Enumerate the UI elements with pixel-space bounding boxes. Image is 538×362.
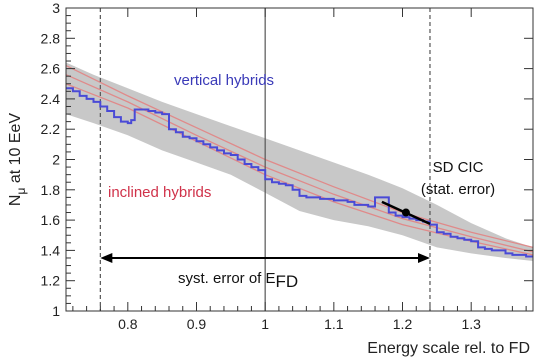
- x-axis-title: Energy scale rel. to FD: [367, 340, 530, 357]
- x-tick-label: 0.8: [118, 316, 138, 332]
- y-tick-label: 2.4: [41, 91, 61, 107]
- y-tick-label: 1.2: [41, 273, 61, 289]
- y-tick-label: 1.6: [41, 212, 61, 228]
- y-tick-label: 2.2: [41, 121, 61, 137]
- x-tick-label: 0.9: [187, 316, 207, 332]
- x-tick-label: 1: [261, 316, 269, 332]
- syst-error-arrow: [100, 252, 430, 263]
- y-tick-label: 1: [52, 303, 60, 319]
- y-tick-label: 1.4: [41, 242, 61, 258]
- syst-error-sub: FD: [276, 272, 299, 291]
- y-axis-title-rest: at 10 EeV: [7, 113, 24, 188]
- syst-error-main: syst. error of E: [178, 270, 276, 287]
- red-curve-2: [65, 74, 534, 253]
- syst-error-label: syst. error of EFD: [178, 270, 298, 291]
- series-layer: [66, 87, 533, 258]
- y-tick-label: 2.6: [41, 61, 61, 77]
- syst-arrow-left-head: [100, 252, 113, 263]
- sd-cic-label: SD CIC: [433, 159, 484, 176]
- y-axis-title: Nμ at 10 EeV: [7, 113, 28, 207]
- uncertainty-band: [66, 62, 533, 261]
- sd-cic-stat-label: (stat. error): [421, 181, 495, 198]
- syst-arrow-right-head: [417, 252, 430, 263]
- inclined-hybrids-label: inclined hybrids: [108, 184, 211, 201]
- y-tick-label: 2.8: [41, 30, 61, 46]
- sd-cic-point: [401, 208, 410, 217]
- band-area: [66, 62, 533, 261]
- x-tick-label: 1.3: [461, 316, 481, 332]
- y-axis-title-main: N: [7, 195, 24, 207]
- axis-ticks: 1 1.2 1.4 1.6 1.8 2 2.2 2.4 2.6 2.8 3 0.8 0.9 1 1.1 1.2…: [41, 0, 533, 332]
- vertical-hybrids-label: vertical hybrids: [174, 72, 274, 89]
- y-tick-label: 2: [52, 152, 60, 168]
- x-tick-label: 1.1: [324, 316, 344, 332]
- y-tick-label: 3: [52, 0, 60, 16]
- y-tick-label: 1.8: [41, 182, 61, 198]
- y-axis-title-sub: μ: [14, 188, 28, 195]
- series-line-1: [66, 87, 533, 258]
- red-curve-1: [65, 65, 534, 249]
- sd-cic-marker: [381, 200, 431, 226]
- x-tick-label: 1.2: [393, 316, 413, 332]
- vertical-reference-lines: [99, 8, 431, 311]
